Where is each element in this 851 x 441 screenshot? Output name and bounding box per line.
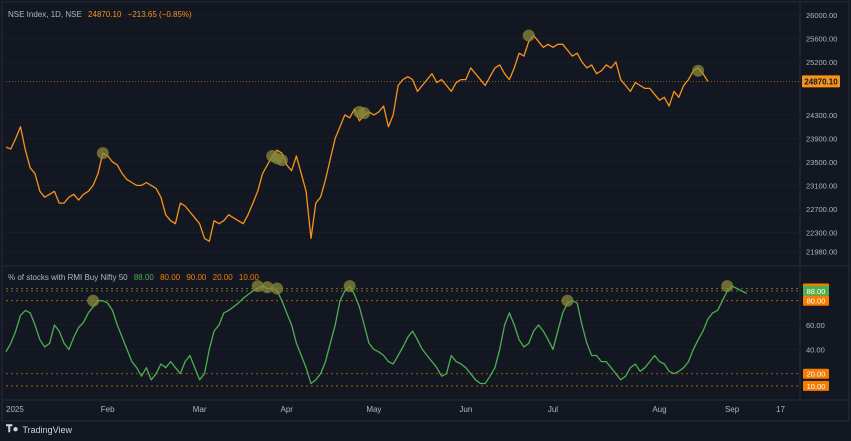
symbol-label[interactable]: NSE Index, 1D, NSE bbox=[8, 10, 82, 19]
indicator-value-2: 80.00 bbox=[160, 273, 181, 282]
x-tick-label-8: Sep bbox=[725, 405, 740, 414]
price-marker-0 bbox=[96, 147, 109, 160]
indicator-marker-2 bbox=[261, 281, 274, 294]
price-marker-6 bbox=[522, 29, 535, 42]
indicator-legend: % of stocks with RMI Buy Nifty 50 88.00 … bbox=[8, 273, 259, 282]
price-pane[interactable]: 26000.00 25600.00 25200.00 24300.00 23900.00… bbox=[5, 11, 840, 256]
price-current-value: 24870.10 bbox=[804, 77, 838, 86]
indicator-level-label-4: 10.00 bbox=[807, 382, 826, 391]
indicator-marker-0 bbox=[87, 294, 100, 307]
indicator-marker-3 bbox=[271, 282, 284, 295]
indicator-value-3: 90.00 bbox=[186, 273, 207, 282]
indicator-title[interactable]: % of stocks with RMI Buy Nifty 50 bbox=[8, 273, 128, 282]
indicator-marker-6 bbox=[721, 280, 734, 293]
indicator-marker-5 bbox=[561, 294, 574, 307]
chart-border bbox=[1, 1, 850, 422]
indicator-level-label-1: 88.00 bbox=[807, 287, 826, 296]
indicator-level-label-2: 80.00 bbox=[807, 297, 826, 306]
x-tick-label-2: Mar bbox=[193, 405, 207, 414]
price-change: −213.65 (−0.85%) bbox=[127, 10, 192, 19]
last-price: 24870.10 bbox=[88, 10, 122, 19]
chart-legend: NSE Index, 1D, NSE 24870.10 −213.65 (−0.… bbox=[8, 10, 192, 19]
indicator-level-label-3: 20.00 bbox=[807, 370, 826, 379]
x-tick-label-3: Apr bbox=[281, 405, 294, 414]
indicator-value-4: 20.00 bbox=[212, 273, 233, 282]
indicator-y-tick-1: 40.00 bbox=[806, 345, 825, 354]
price-marker-3 bbox=[275, 154, 288, 167]
indicator-series-line-0 bbox=[5, 285, 747, 385]
indicator-level-tag-2 bbox=[803, 295, 829, 306]
indicator-level-tag-1 bbox=[803, 285, 829, 296]
indicator-marker-1 bbox=[251, 280, 264, 293]
price-y-tick-2: 25200.00 bbox=[806, 58, 837, 67]
price-y-tick-7: 22700.00 bbox=[806, 205, 837, 214]
x-tick-label-9: 17 bbox=[776, 405, 785, 414]
price-y-tick-9: 21980.00 bbox=[806, 247, 837, 256]
x-tick-label-6: Jul bbox=[548, 405, 558, 414]
indicator-level-tag-3 bbox=[803, 368, 829, 379]
tradingview-logo[interactable]: 𝐓● TradingView bbox=[6, 424, 72, 435]
price-y-tick-6: 23100.00 bbox=[806, 181, 837, 190]
indicator-value-5: 10.00 bbox=[238, 273, 259, 282]
price-y-tick-1: 25600.00 bbox=[806, 34, 837, 43]
indicator-level-tag-4 bbox=[803, 380, 829, 391]
x-tick-label-5: Jun bbox=[459, 405, 472, 414]
x-tick-label-1: Feb bbox=[101, 405, 115, 414]
price-current-tag bbox=[802, 75, 840, 88]
tradingview-logo-icon: 𝐓● bbox=[6, 424, 19, 435]
price-marker-5 bbox=[358, 107, 371, 120]
time-axis[interactable]: 2025 Feb Mar Apr May Jun Jul Aug Sep 17 bbox=[6, 405, 785, 414]
indicator-value-1: 88.00 bbox=[133, 273, 154, 282]
price-y-tick-3: 24300.00 bbox=[806, 111, 837, 120]
x-tick-label-7: Aug bbox=[652, 405, 666, 414]
x-tick-label-4: May bbox=[366, 405, 381, 414]
price-y-tick-4: 23900.00 bbox=[806, 134, 837, 143]
price-y-tick-0: 26000.00 bbox=[806, 11, 837, 20]
x-tick-label-0: 2025 bbox=[6, 405, 24, 414]
price-marker-7 bbox=[692, 64, 705, 77]
indicator-y-tick-0: 60.00 bbox=[806, 321, 825, 330]
price-y-tick-5: 23500.00 bbox=[806, 158, 837, 167]
indicator-marker-4 bbox=[343, 280, 356, 293]
price-y-tick-8: 22300.00 bbox=[806, 228, 837, 237]
logo-text: TradingView bbox=[22, 424, 73, 435]
